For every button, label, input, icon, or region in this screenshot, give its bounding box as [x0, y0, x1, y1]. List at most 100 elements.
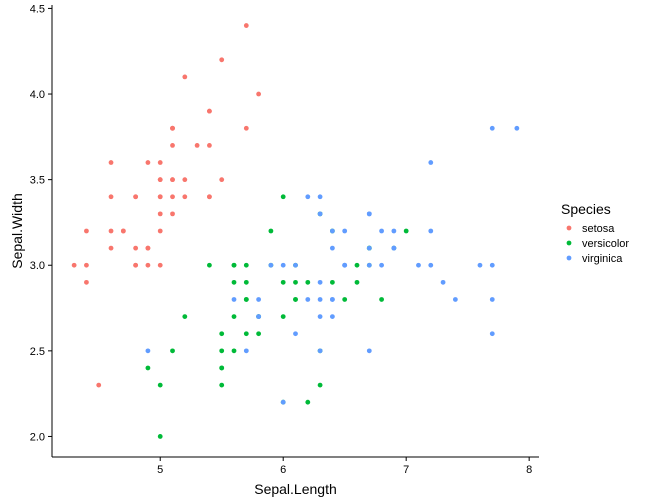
data-point [231, 297, 237, 302]
data-point [170, 211, 175, 217]
legend-key [566, 255, 572, 261]
y-tick-label: 2.5 [30, 346, 45, 358]
data-point [317, 314, 323, 320]
data-point [243, 348, 249, 354]
data-point [182, 194, 188, 200]
data-point [293, 297, 298, 302]
plot-area [71, 23, 520, 439]
legend-label: virginica [582, 253, 623, 265]
legend-item-virginica: virginica [566, 253, 623, 265]
data-point [157, 262, 163, 268]
data-point [379, 262, 384, 268]
data-point [243, 262, 249, 268]
data-point [243, 279, 249, 285]
data-point [293, 331, 298, 337]
data-point [342, 228, 348, 234]
data-point [428, 262, 434, 268]
data-point [305, 297, 311, 302]
data-point [231, 262, 237, 268]
data-point [317, 194, 323, 200]
data-point [477, 262, 483, 268]
data-point [428, 228, 434, 234]
data-point [120, 228, 126, 234]
data-point [231, 348, 237, 354]
data-point [243, 331, 249, 337]
data-point [342, 297, 348, 302]
data-point [293, 279, 298, 285]
data-point [317, 297, 323, 302]
data-point [157, 177, 163, 183]
data-point [84, 228, 89, 234]
data-point [145, 245, 151, 251]
x-axis-title: Sepal.Length [254, 481, 337, 497]
data-point [145, 262, 151, 268]
data-point [145, 160, 151, 165]
data-point [157, 160, 163, 165]
data-point [293, 262, 298, 268]
data-point [96, 382, 102, 388]
data-point [416, 262, 421, 268]
data-point [489, 297, 495, 302]
data-point [243, 125, 249, 131]
data-point [243, 23, 249, 28]
data-point [84, 262, 89, 268]
x-tick-label: 5 [157, 464, 163, 476]
data-point [157, 434, 163, 439]
data-point [379, 228, 384, 234]
data-point [317, 211, 323, 217]
data-point [133, 262, 139, 268]
data-point [342, 262, 348, 268]
data-point [280, 194, 286, 200]
data-point [317, 348, 323, 354]
data-point [194, 142, 200, 148]
data-point [145, 348, 151, 354]
data-point [219, 365, 225, 371]
data-point [157, 211, 163, 217]
data-point [280, 279, 286, 285]
data-point [305, 279, 311, 285]
data-point [428, 160, 434, 165]
data-point [391, 245, 397, 251]
legend-item-setosa: setosa [566, 223, 615, 235]
data-point [219, 177, 225, 183]
data-point [329, 245, 335, 251]
data-point [489, 331, 495, 337]
y-tick-label: 2.0 [30, 431, 45, 443]
data-point [268, 262, 274, 268]
data-point [403, 228, 409, 234]
legend: Species setosa versicolor virginica [561, 201, 629, 265]
data-point [182, 74, 188, 80]
data-point [170, 125, 175, 131]
series-virginica [145, 125, 520, 405]
data-point [219, 348, 225, 354]
data-point [84, 279, 89, 285]
data-point [329, 314, 335, 320]
x-tick-label: 7 [403, 464, 409, 476]
data-point [391, 228, 397, 234]
data-point [440, 279, 446, 285]
legend-key [566, 240, 572, 246]
data-point [489, 262, 495, 268]
data-point [280, 314, 286, 320]
data-point [305, 399, 311, 405]
legend-label: versicolor [582, 238, 629, 250]
y-tick-label: 3.5 [30, 175, 45, 187]
data-point [256, 297, 262, 302]
data-point [256, 331, 262, 337]
data-point [452, 297, 458, 302]
x-tick-label: 8 [526, 464, 532, 476]
data-point [219, 382, 225, 388]
axis-ticks: 5 6 7 8 2.0 2.5 3.0 3.5 4.0 4.5 [30, 3, 533, 476]
data-point [170, 194, 175, 200]
data-point [329, 228, 335, 234]
data-point [256, 91, 262, 97]
data-point [514, 125, 520, 131]
data-point [268, 228, 274, 234]
data-point [219, 331, 225, 337]
data-point [354, 262, 360, 268]
data-point [170, 142, 175, 148]
data-point [366, 245, 372, 251]
data-point [157, 382, 163, 388]
data-point [170, 348, 175, 354]
y-tick-label: 3.0 [30, 260, 45, 272]
